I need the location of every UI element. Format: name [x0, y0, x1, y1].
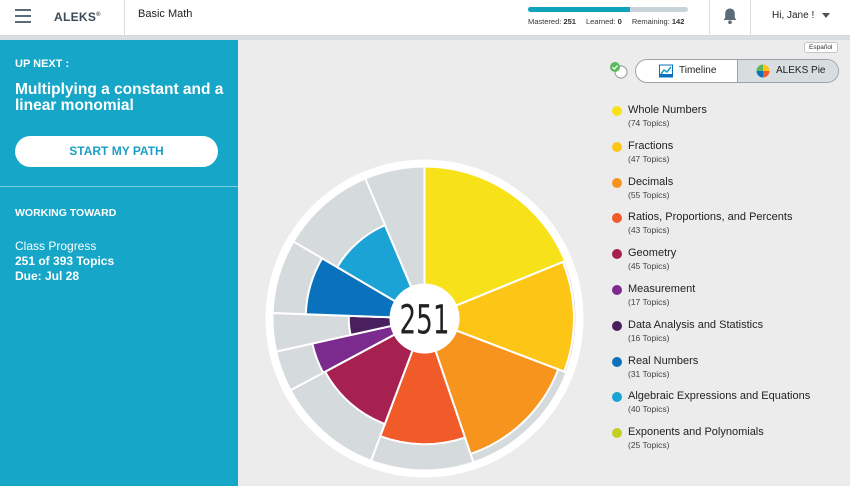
class-progress-label: Class Progress	[15, 239, 97, 253]
timeline-icon	[659, 64, 673, 78]
pie-icon	[756, 64, 770, 78]
legend-name: Fractions	[628, 139, 674, 152]
language-espanol-button[interactable]: Español	[804, 42, 838, 53]
legend-color-dot	[612, 428, 622, 439]
sidebar: UP NEXT : Multiplying a constant and a l…	[0, 40, 238, 486]
pie-center-count: 251	[400, 298, 450, 344]
aleks-logo[interactable]: ALEKS®	[54, 10, 101, 24]
pie-slice[interactable]	[289, 333, 414, 463]
legend-item[interactable]: Algebraic Expressions and Equations (40 T…	[612, 390, 842, 420]
pie-slice[interactable]	[271, 240, 397, 319]
progress-stats: Mastered: 251 Learned: 0 Remaining: 142	[528, 17, 685, 26]
aleks-pie-label: ALEKS Pie	[776, 65, 826, 76]
legend-name: Geometry	[628, 247, 677, 260]
legend-item[interactable]: Decimals (55 Topics)	[612, 176, 842, 206]
legend-item[interactable]: Measurement (17 Topics)	[612, 283, 842, 313]
course-title: Basic Math	[138, 8, 193, 20]
legend-name: Data Analysis and Statistics	[628, 318, 764, 331]
legend-topic-count: (45 Topics)	[628, 261, 670, 272]
legend-item[interactable]: Exponents and Polynomials (25 Topics)	[612, 426, 842, 456]
legend-color-dot	[612, 177, 622, 188]
legend-item[interactable]: Ratios, Proportions, and Percents (43 Top…	[612, 211, 842, 241]
mastery-toggle-icon[interactable]	[608, 61, 630, 79]
sidebar-divider	[0, 186, 238, 187]
legend-topic-count: (16 Topics)	[628, 332, 670, 343]
bell-icon[interactable]	[722, 7, 738, 25]
legend-color-dot	[612, 356, 622, 367]
legend-item[interactable]: Geometry (45 Topics)	[612, 247, 842, 277]
legend-name: Whole Numbers	[628, 104, 707, 116]
legend-topic-count: (43 Topics)	[628, 225, 670, 236]
legend-name: Exponents and Polynomials	[628, 426, 764, 439]
legend-color-dot	[612, 320, 622, 331]
up-next-label: UP NEXT :	[15, 58, 70, 70]
tab-timeline[interactable]: Timeline	[636, 60, 738, 82]
legend-topic-count: (31 Topics)	[628, 368, 670, 379]
legend-color-dot	[612, 106, 622, 116]
class-progress-due: Due: Jul 28	[15, 269, 80, 283]
legend-topic-count: (17 Topics)	[628, 297, 670, 307]
user-greeting[interactable]: Hi, Jane !	[772, 10, 815, 21]
pie-center	[390, 284, 459, 353]
timeline-label: Timeline	[679, 65, 717, 76]
legend-color-dot	[612, 249, 622, 260]
legend-name: Measurement	[628, 283, 696, 295]
header-underline	[0, 36, 850, 40]
legend-color-dot	[612, 392, 622, 403]
tab-aleks-pie[interactable]: ALEKS Pie	[737, 60, 838, 82]
pie-slice-mastered[interactable]	[454, 260, 575, 373]
legend-name: Real Numbers	[628, 354, 699, 367]
header-divider	[124, 0, 125, 36]
legend-name: Algebraic Expressions and Equations	[628, 390, 811, 403]
mastery-progress-bar	[528, 7, 688, 12]
legend-item[interactable]: Fractions (47 Topics)	[612, 140, 842, 170]
next-topic-title: Multiplying a constant and a linear mono…	[15, 81, 224, 114]
top-bar: ALEKS® Basic Math Mastered: 251 Learned: …	[0, 0, 850, 36]
legend-color-dot	[612, 213, 622, 224]
start-my-path-button[interactable]: START MY PATH	[15, 136, 218, 167]
legend-name: Decimals	[628, 175, 674, 188]
legend-topic-count: (25 Topics)	[628, 440, 670, 451]
aleks-pie-chart[interactable]: 251	[262, 156, 587, 481]
working-toward-label: WORKING TOWARD	[15, 207, 117, 219]
view-toggle: Timeline ALEKS Pie	[635, 59, 839, 83]
pie-slice[interactable]	[454, 259, 578, 374]
legend-item[interactable]: Whole Numbers (74 Topics)	[612, 104, 842, 134]
legend-topic-count: (40 Topics)	[628, 404, 670, 415]
legend-item[interactable]: Data Analysis and Statistics (16 Topics)	[612, 319, 842, 349]
header-divider	[709, 0, 710, 36]
legend-color-dot	[612, 285, 622, 295]
legend-name: Ratios, Proportions, and Percents	[628, 211, 793, 224]
header-divider	[750, 0, 751, 36]
legend-item[interactable]: Real Numbers (31 Topics)	[612, 355, 842, 385]
chevron-down-icon[interactable]	[822, 13, 830, 18]
class-progress-topics: 251 of 393 Topics	[15, 254, 115, 268]
mastery-progress-fill	[528, 7, 631, 12]
legend-topic-count: (47 Topics)	[628, 153, 670, 164]
legend-topic-count: (74 Topics)	[628, 118, 670, 128]
hamburger-menu-icon[interactable]	[15, 9, 31, 23]
legend-color-dot	[612, 141, 622, 152]
legend-topic-count: (55 Topics)	[628, 189, 670, 200]
